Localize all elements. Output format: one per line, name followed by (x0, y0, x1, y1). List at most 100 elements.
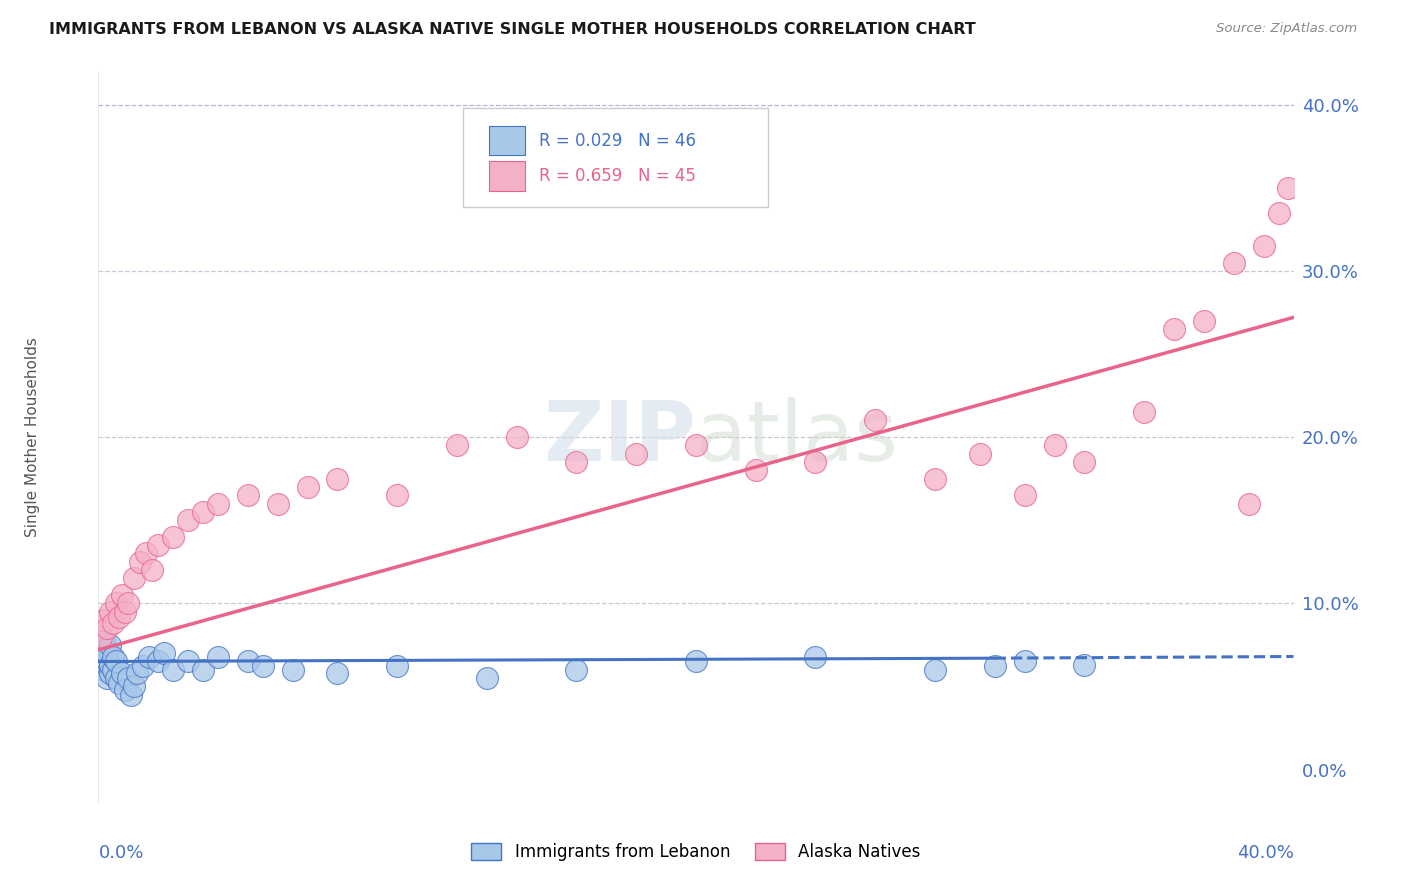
Point (506, 430, 529, 444)
Point (1237, 497, 1260, 511)
Point (103, 649, 125, 664)
Point (117, 671, 139, 685)
Text: R = 0.029   N = 46: R = 0.029 N = 46 (540, 132, 696, 150)
Point (565, 663, 588, 677)
Point (385, 659, 409, 673)
Point (1014, 488, 1036, 502)
Point (98, 638, 122, 652)
Point (924, 472, 946, 486)
Legend: Immigrants from Lebanon, Alaska Natives: Immigrants from Lebanon, Alaska Natives (464, 836, 928, 868)
Bar (489, 127, 524, 155)
Text: ZIP: ZIP (544, 397, 696, 477)
Point (297, 480, 319, 494)
Point (267, 497, 290, 511)
Point (1253, 239, 1275, 253)
Text: Single Mother Households: Single Mother Households (25, 337, 41, 537)
Point (98, 666, 122, 681)
Point (96, 671, 118, 685)
Text: atlas: atlas (696, 397, 897, 477)
Point (804, 649, 827, 664)
Point (446, 438, 468, 452)
Point (1192, 314, 1215, 328)
Point (148, 538, 170, 552)
Point (124, 680, 146, 694)
Point (162, 530, 184, 544)
FancyBboxPatch shape (463, 108, 768, 207)
Point (385, 488, 409, 502)
Point (105, 596, 128, 610)
Point (191, 505, 214, 519)
Point (1267, 205, 1289, 219)
Point (90, 655, 112, 669)
Point (1073, 455, 1095, 469)
Point (162, 663, 184, 677)
Point (93, 632, 115, 647)
Point (105, 655, 128, 669)
Point (138, 649, 160, 664)
Point (207, 497, 229, 511)
Point (969, 447, 991, 461)
Point (141, 563, 163, 577)
Point (90, 630, 112, 644)
Point (103, 616, 125, 631)
Point (127, 666, 149, 681)
Point (207, 649, 229, 664)
Point (626, 447, 648, 461)
Point (124, 571, 146, 585)
Text: R = 0.659   N = 45: R = 0.659 N = 45 (540, 167, 696, 185)
Point (93, 643, 115, 657)
Point (984, 659, 1007, 673)
Point (90, 638, 112, 652)
Point (135, 546, 157, 560)
Point (326, 472, 349, 486)
Point (132, 659, 155, 673)
Point (177, 513, 200, 527)
Point (1223, 255, 1246, 269)
Text: Source: ZipAtlas.com: Source: ZipAtlas.com (1216, 22, 1357, 36)
Point (281, 663, 304, 677)
Point (96, 621, 118, 635)
Text: 40.0%: 40.0% (1237, 845, 1294, 863)
Point (475, 671, 498, 685)
Bar (489, 161, 524, 191)
Point (1277, 180, 1299, 194)
Text: 0.0%: 0.0% (98, 845, 143, 863)
Point (1133, 405, 1156, 419)
Point (108, 609, 131, 624)
Point (924, 663, 946, 677)
Point (1043, 438, 1066, 452)
Point (93, 663, 115, 677)
Point (153, 646, 176, 660)
Point (98, 605, 122, 619)
Point (1163, 322, 1185, 336)
Point (120, 688, 142, 702)
Text: IMMIGRANTS FROM LEBANON VS ALASKA NATIVE SINGLE MOTHER HOUSEHOLDS CORRELATION CH: IMMIGRANTS FROM LEBANON VS ALASKA NATIVE… (49, 22, 976, 37)
Point (98, 657, 122, 672)
Point (90, 630, 112, 644)
Point (90, 646, 112, 660)
Point (804, 455, 827, 469)
Point (103, 663, 125, 677)
Point (1014, 655, 1036, 669)
Point (105, 671, 128, 685)
Point (114, 605, 136, 619)
Point (177, 655, 200, 669)
Point (565, 455, 588, 469)
Point (236, 655, 259, 669)
Point (96, 646, 118, 660)
Point (111, 588, 134, 602)
Point (252, 659, 274, 673)
Point (326, 666, 349, 681)
Point (685, 655, 707, 669)
Point (148, 655, 170, 669)
Point (111, 666, 134, 681)
Point (129, 555, 152, 569)
Point (236, 488, 259, 502)
Point (93, 613, 115, 627)
Point (114, 682, 136, 697)
Point (96, 655, 118, 669)
Point (191, 663, 214, 677)
Point (685, 438, 707, 452)
Point (117, 596, 139, 610)
Point (865, 413, 887, 427)
